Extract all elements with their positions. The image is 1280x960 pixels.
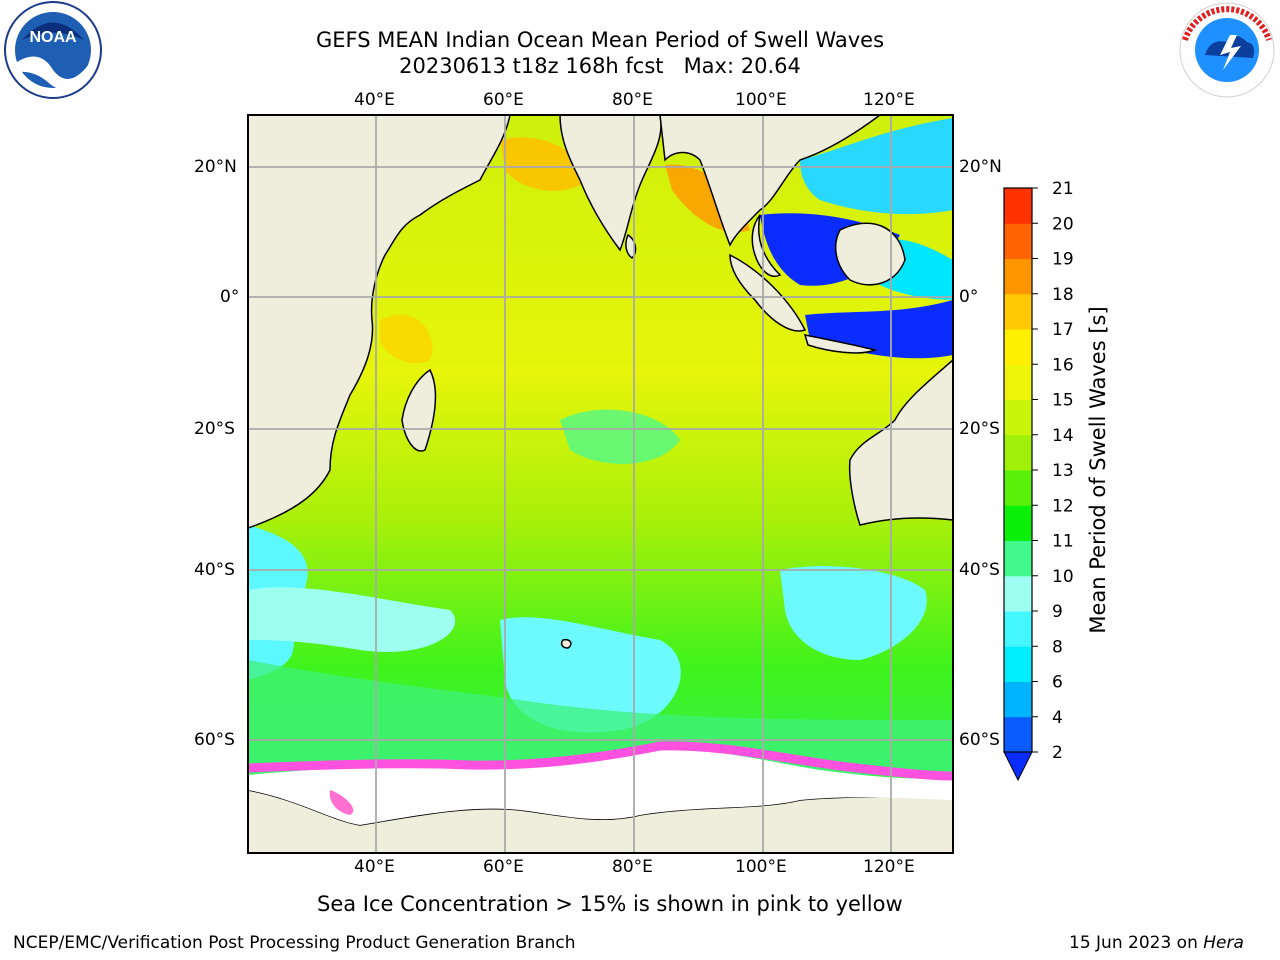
colorbar-swatch (1004, 364, 1032, 400)
colorbar-swatch (1004, 646, 1032, 682)
colorbar-tick-label: 16 (1052, 355, 1074, 375)
sea-ice-patch (329, 790, 354, 815)
colorbar-tick-label: 19 (1052, 250, 1074, 270)
colorbar-tick-label: 9 (1052, 602, 1063, 622)
lon-tick-top: 60°E (483, 90, 524, 110)
colorbar-swatch (1004, 505, 1032, 541)
nws-logo (1175, 0, 1280, 104)
colorbar-swatch (1004, 681, 1032, 718)
indochina (659, 115, 882, 247)
sumatra (729, 253, 807, 332)
chart-title: GEFS MEAN Indian Ocean Mean Period of Sw… (315, 28, 885, 52)
mid-period-band-south (248, 660, 953, 775)
colorbar: 2 4 6 8 9 10 11 12 13 14 15 16 17 18 19 20 21 (1003, 179, 1074, 782)
lon-tick-bottom: 100°E (735, 857, 787, 877)
colorbar-swatch (1004, 470, 1032, 506)
lat-tick-right: 20°S (959, 419, 1000, 439)
mid-period-patch (560, 409, 680, 464)
lon-tick-bottom: 80°E (612, 857, 653, 877)
kerguelen (560, 638, 572, 649)
colorbar-swatch (1004, 188, 1032, 224)
footer-date-text: 15 Jun 2023 on (1069, 933, 1198, 953)
colorbar-tick-label: 17 (1052, 320, 1074, 340)
footer-machine: Hera (1203, 933, 1244, 953)
colorbar-swatch (1004, 293, 1032, 330)
footer-credit: NCEP/EMC/Verification Post Processing Pr… (13, 933, 576, 953)
colorbar-tick-label: 6 (1052, 673, 1063, 693)
land (248, 115, 953, 853)
colorbar-label: Mean Period of Swell Waves [s] (1086, 306, 1110, 634)
sea-ice-caption: Sea Ice Concentration > 15% is shown in … (317, 892, 903, 916)
madagascar (401, 368, 437, 452)
footer-date: 15 Jun 2023 on Hera (1069, 933, 1244, 953)
colorbar-swatch (1004, 399, 1032, 436)
lon-tick-top: 40°E (354, 90, 395, 110)
low-period-region-east (780, 566, 927, 660)
colorbar-tick-label: 11 (1052, 532, 1074, 552)
colorbar-ticks: 2 4 6 8 9 10 11 12 13 14 15 16 17 18 19 20 21 (1032, 179, 1074, 763)
colorbar-tick-label: 12 (1052, 496, 1074, 516)
colorbar-tick-label: 18 (1052, 285, 1074, 305)
sea-ice-edge (248, 741, 953, 781)
india (559, 115, 662, 252)
high-period-arabian-sea (500, 137, 590, 191)
lat-tick-left: 40°S (194, 560, 235, 580)
lon-tick-top: 100°E (735, 90, 787, 110)
map-area (248, 115, 953, 853)
lat-tick-right: 40°S (959, 560, 1000, 580)
colorbar-swatches (1004, 188, 1032, 753)
colorbar-tick-label: 2 (1052, 743, 1063, 763)
colorbar-swatch (1004, 223, 1032, 259)
colorbar-extend-arrow (1003, 751, 1033, 782)
colorbar-swatch (1004, 716, 1032, 753)
lon-tick-bottom: 40°E (354, 857, 395, 877)
colorbar-tick-label: 20 (1052, 214, 1074, 234)
lon-tick-top: 120°E (863, 90, 915, 110)
java (803, 334, 878, 354)
max-label: Max: 20.64 (683, 54, 801, 78)
lat-tick-right: 20°N (959, 157, 1002, 177)
colorbar-swatch (1004, 258, 1032, 295)
lon-tick-bottom: 120°E (863, 857, 915, 877)
colorbar-tick-label: 14 (1052, 426, 1074, 446)
colorbar-swatch (1004, 540, 1032, 577)
colorbar-swatch (1004, 329, 1032, 365)
colorbar-tick-label: 13 (1052, 461, 1074, 481)
chart-subtitle: 20230613 t18z 168h fcst Max: 20.64 (0, 53, 1200, 79)
colorbar-tick-label: 21 (1052, 179, 1074, 199)
high-period-patch-west (380, 314, 433, 364)
lat-tick-left: 0° (220, 287, 240, 307)
gridlines (248, 115, 953, 853)
lat-tick-left: 20°S (194, 419, 235, 439)
colorbar-tick-label: 8 (1052, 637, 1063, 657)
colorbar-swatch (1004, 575, 1032, 612)
lat-tick-right: 0° (959, 287, 979, 307)
noaa-logo: NOAA (0, 0, 110, 114)
lat-tick-left: 20°N (194, 157, 237, 177)
colorbar-tick-label: 10 (1052, 567, 1074, 587)
colorbar-swatch (1004, 611, 1032, 647)
colorbar-tick-label: 4 (1052, 708, 1063, 728)
lon-tick-top: 80°E (612, 90, 653, 110)
lon-tick-bottom: 60°E (483, 857, 524, 877)
lat-tick-left: 60°S (194, 730, 235, 750)
colorbar-swatch (1004, 434, 1032, 471)
low-period-band (248, 587, 456, 652)
malay-peninsula (751, 214, 782, 277)
south-china-sea-field (800, 118, 953, 215)
colorbar-tick-label: 15 (1052, 391, 1074, 411)
forecast-label: 20230613 t18z 168h fcst (399, 54, 664, 78)
noaa-logo-text: NOAA (29, 29, 77, 46)
map-frame (247, 114, 954, 854)
africa-arabia (248, 115, 511, 529)
lat-tick-right: 60°S (959, 730, 1000, 750)
